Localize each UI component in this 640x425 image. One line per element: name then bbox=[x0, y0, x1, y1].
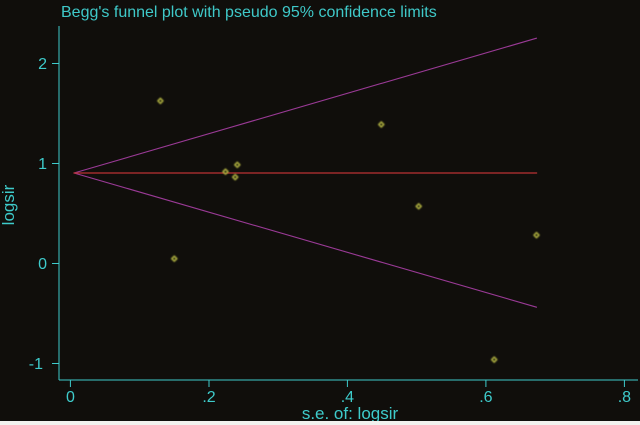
svg-text:0: 0 bbox=[38, 256, 47, 273]
svg-text:2: 2 bbox=[38, 56, 47, 73]
svg-text:.6: .6 bbox=[479, 389, 492, 406]
svg-text:-1: -1 bbox=[29, 356, 43, 373]
svg-text:.2: .2 bbox=[202, 389, 215, 406]
svg-text:1: 1 bbox=[38, 156, 47, 173]
svg-text:.8: .8 bbox=[618, 389, 631, 406]
svg-text:logsir: logsir bbox=[0, 184, 18, 225]
svg-text:0: 0 bbox=[66, 389, 75, 406]
svg-text:Begg's funnel plot with pseudo: Begg's funnel plot with pseudo 95% confi… bbox=[61, 4, 437, 21]
svg-text:s.e. of: logsir: s.e. of: logsir bbox=[302, 404, 399, 423]
